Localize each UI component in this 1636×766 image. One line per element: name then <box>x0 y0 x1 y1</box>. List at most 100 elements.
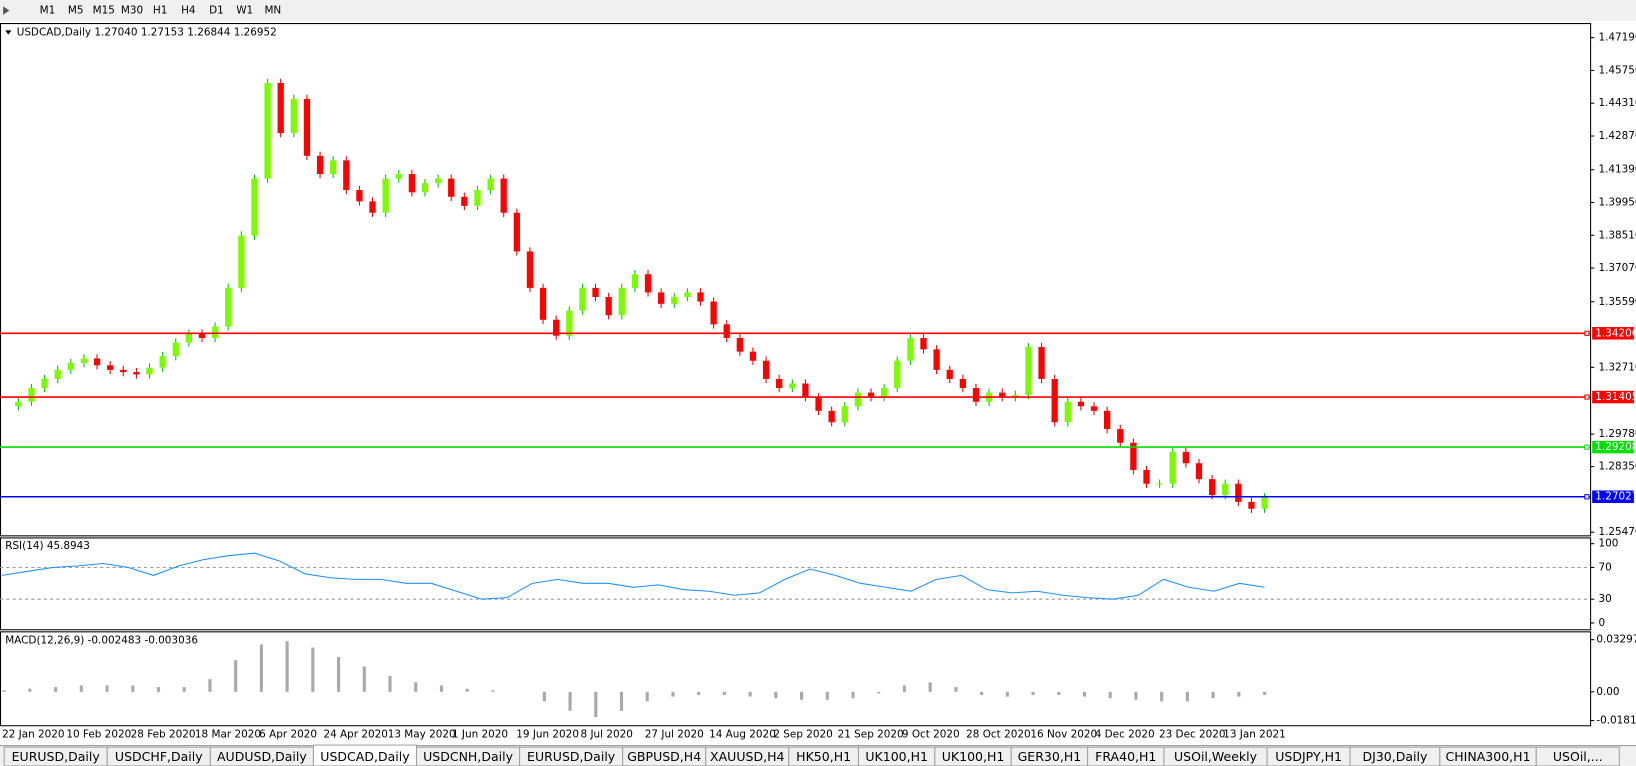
candle-body <box>133 372 140 375</box>
timeframe-button[interactable] <box>33 1 62 20</box>
timeframe-label[interactable]: H1 <box>153 5 167 17</box>
candle-body <box>710 301 717 325</box>
timeframe-label[interactable]: D1 <box>209 5 224 17</box>
candle-body <box>290 98 297 134</box>
candle-body <box>933 349 940 370</box>
price-label: 1.32710 <box>1598 361 1636 373</box>
rsi-axis-label: 100 <box>1598 538 1618 550</box>
candle-body <box>723 324 730 338</box>
candle-body <box>28 388 35 402</box>
price-label: 1.45750 <box>1598 64 1636 76</box>
date-label: 28 Oct 2020 <box>966 729 1030 741</box>
timeframe-label[interactable]: H4 <box>181 5 196 17</box>
candle-body <box>316 155 324 175</box>
tab-label[interactable]: UK100,H1 <box>942 749 1005 764</box>
timeframe-button[interactable] <box>61 1 90 20</box>
tab-label[interactable]: EURUSD,Daily <box>12 749 101 764</box>
timeframe-label[interactable]: M1 <box>40 5 56 17</box>
candle-body <box>185 333 193 343</box>
candle-body <box>605 296 612 316</box>
tab-label[interactable]: FRA40,H1 <box>1095 749 1156 764</box>
tab-label[interactable]: XAUUSD,H4 <box>710 749 784 764</box>
timeframe-label[interactable]: M30 <box>121 5 143 17</box>
candle-body <box>684 292 691 297</box>
tab-label[interactable]: HK50,H1 <box>796 749 851 764</box>
tab-label[interactable]: USDJPY,H1 <box>1275 749 1342 764</box>
candle-body <box>592 287 599 297</box>
tab-label[interactable]: GBPUSD,H4 <box>627 749 701 764</box>
candle-body <box>671 296 678 304</box>
level-handle[interactable] <box>1584 444 1590 450</box>
timeframe-button[interactable] <box>258 1 287 20</box>
macd-axis-label: 0.032972 <box>1596 634 1636 646</box>
level-handle[interactable] <box>1584 494 1590 500</box>
date-label: 8 Jul 2020 <box>581 729 633 741</box>
price-label: 1.41390 <box>1598 164 1636 176</box>
tab-label[interactable]: USDCHF,Daily <box>115 749 203 764</box>
candle-body <box>1025 347 1032 395</box>
date-label: 16 Nov 2020 <box>1030 729 1097 741</box>
macd-axis-label: 0.00 <box>1596 686 1619 698</box>
level-handle[interactable] <box>1584 394 1590 400</box>
rsi-axis-label: 0 <box>1598 617 1605 629</box>
chart-header: USDCAD,Daily 1.27040 1.27153 1.26844 1.2… <box>17 26 277 38</box>
timeframe-label[interactable]: W1 <box>236 5 253 17</box>
price-label: 1.37070 <box>1598 262 1636 274</box>
timeframe-button[interactable] <box>89 1 118 20</box>
date-label: 27 Jul 2020 <box>645 729 704 741</box>
candle-body <box>146 367 153 375</box>
tab-label[interactable]: UK100,H1 <box>865 749 928 764</box>
date-label: 24 Apr 2020 <box>323 729 387 741</box>
timeframe-label[interactable]: MN <box>264 5 281 17</box>
timeframe-button[interactable] <box>202 1 231 20</box>
candle-body <box>579 287 586 311</box>
open: 1.27040 <box>94 26 137 38</box>
level-label: 1.29208 <box>1595 441 1636 453</box>
candle-body <box>776 378 783 389</box>
timeframe-button[interactable] <box>146 1 175 20</box>
candle-body <box>434 178 442 184</box>
tab-label[interactable]: DJ30,Daily <box>1363 749 1428 764</box>
low: 1.26844 <box>187 26 230 38</box>
candle-body <box>539 287 547 320</box>
candle-body <box>697 292 704 302</box>
date-label: 9 Oct 2020 <box>902 729 960 741</box>
date-label: 14 Aug 2020 <box>709 729 776 741</box>
price-label: 1.29780 <box>1598 428 1636 440</box>
candle-body <box>959 378 966 389</box>
candle-body <box>946 369 953 379</box>
candle-body <box>1143 470 1150 484</box>
timeframe-button[interactable] <box>117 1 147 20</box>
price-label: 1.39950 <box>1598 196 1636 208</box>
candle-body <box>343 160 350 190</box>
candle-body <box>41 378 48 389</box>
date-label: 23 Dec 2020 <box>1159 729 1226 741</box>
tab-label[interactable]: AUDUSD,Daily <box>217 749 307 764</box>
candle-body <box>251 178 258 236</box>
timeframe-button[interactable] <box>174 1 203 20</box>
candle-body <box>1208 479 1216 496</box>
tab-label[interactable]: CHINA300,H1 <box>1446 749 1531 764</box>
level-handle[interactable] <box>1584 330 1590 336</box>
candle-body <box>920 337 927 350</box>
candle-body <box>330 160 337 175</box>
tab-label[interactable]: GER30,H1 <box>1018 749 1082 764</box>
timeframe-label[interactable]: M5 <box>68 5 84 17</box>
candle-body <box>461 196 468 206</box>
timeframe-button[interactable] <box>230 1 259 20</box>
candle-body <box>999 392 1006 398</box>
tab-label[interactable]: USDCNH,Daily <box>423 749 513 764</box>
candle-body <box>369 201 376 213</box>
candle-body <box>107 365 114 370</box>
price-label: 1.35590 <box>1598 296 1636 308</box>
candle-body <box>500 178 507 213</box>
tab-label[interactable]: USOil,Weekly <box>1174 749 1258 764</box>
date-label: 18 Mar 2020 <box>195 729 261 741</box>
tab-label[interactable]: USOil,... <box>1553 749 1603 764</box>
candle-body <box>487 178 494 190</box>
candle-body <box>198 333 206 338</box>
tab-label[interactable]: USDCAD,Daily <box>320 749 410 764</box>
tab-label[interactable]: EURUSD,Daily <box>527 749 616 764</box>
level-box <box>1592 440 1634 454</box>
timeframe-label[interactable]: M15 <box>93 5 115 17</box>
